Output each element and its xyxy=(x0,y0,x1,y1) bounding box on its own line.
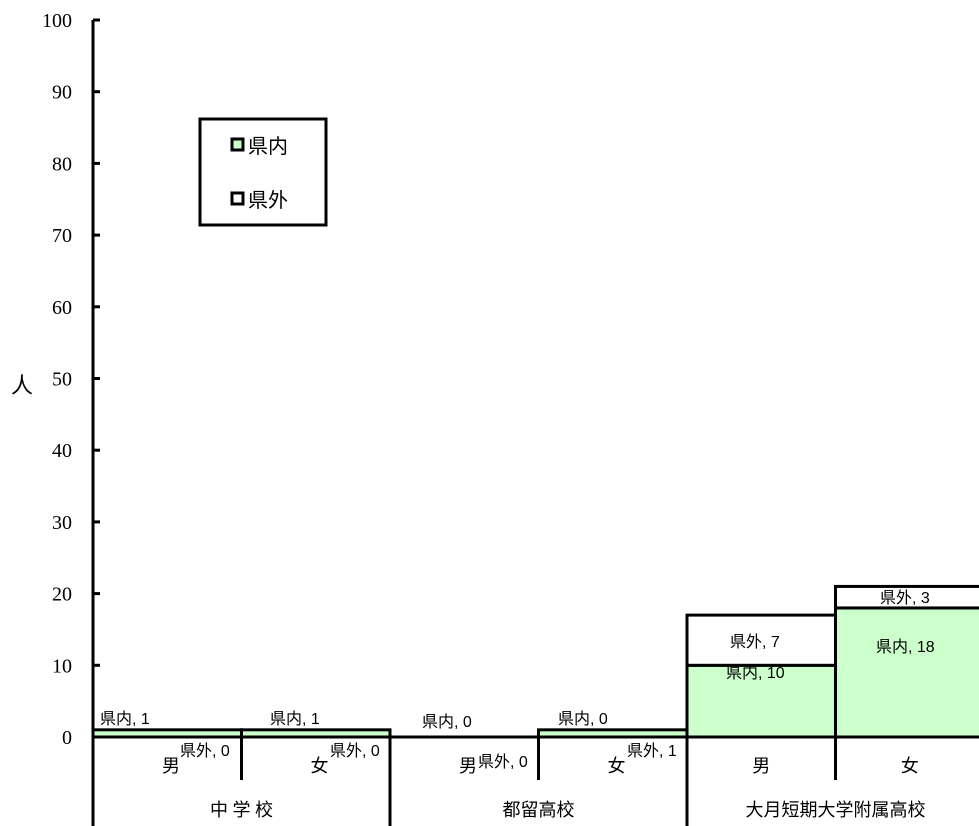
y-tick-label: 10 xyxy=(52,655,72,677)
data-label-kengai: 県外, 0 xyxy=(478,753,528,771)
bar-kengai xyxy=(834,584,979,610)
data-label-kengai: 県外, 7 xyxy=(730,633,780,651)
data-labels-layer: 県内, 1 県外, 0 県内, 1 県外, 0 県内, 0 県外, 0 県内, 0 県外, 1… xyxy=(100,589,935,771)
bar-kennai xyxy=(834,606,979,739)
y-axis-label: 人 xyxy=(11,373,33,398)
x-tick-label: 女 xyxy=(901,756,919,776)
x-group-label: 大月短期大学附属高校 xyxy=(746,800,926,820)
y-tick-label: 0 xyxy=(62,727,72,749)
legend-swatch-kengai xyxy=(230,191,245,206)
data-label-kengai: 県外, 0 xyxy=(330,742,380,760)
data-label-kennai: 県内, 1 xyxy=(100,710,150,728)
y-tick-label: 50 xyxy=(52,369,72,391)
axes-layer: 男 女 男 女 男 女 0 10 20 30 40 50 60 70 80 90 100 中 学 校 都留高校 大月短… xyxy=(42,10,979,826)
bars-layer xyxy=(91,584,979,739)
x-tick-label: 女 xyxy=(608,756,626,776)
y-tick-label: 100 xyxy=(42,10,72,32)
legend-box xyxy=(198,117,328,227)
y-tick-label: 20 xyxy=(52,584,72,606)
y-tick-label: 90 xyxy=(52,82,72,104)
data-label-kengai: 県外, 1 xyxy=(627,742,677,760)
data-label-kengai: 県外, 3 xyxy=(880,589,930,607)
x-tick-label: 男 xyxy=(459,756,477,776)
x-group-label: 中 学 校 xyxy=(210,800,273,820)
data-label-kennai: 県内, 0 xyxy=(422,713,472,731)
legend-swatch-kennai xyxy=(230,137,245,152)
y-tick-label: 60 xyxy=(52,297,72,319)
x-tick-label: 女 xyxy=(311,756,329,776)
legend-label-kengai: 県外 xyxy=(248,189,288,212)
data-label-kennai: 県内, 1 xyxy=(270,710,320,728)
x-tick-label: 男 xyxy=(162,756,180,776)
x-tick-label: 男 xyxy=(752,756,770,776)
y-tick-label: 70 xyxy=(52,225,72,247)
data-label-kengai: 県外, 0 xyxy=(180,742,230,760)
data-label-kennai: 県内, 0 xyxy=(558,710,608,728)
legend: 県内 県外 xyxy=(198,117,328,227)
data-label-kennai: 県内, 18 xyxy=(876,638,935,656)
x-group-label: 都留高校 xyxy=(503,800,575,820)
legend-label-kennai: 県内 xyxy=(248,135,288,158)
data-label-kennai: 県内, 10 xyxy=(726,664,785,682)
y-tick-label: 80 xyxy=(52,153,72,175)
y-tick-label: 30 xyxy=(52,512,72,534)
y-tick-label: 40 xyxy=(52,440,72,462)
